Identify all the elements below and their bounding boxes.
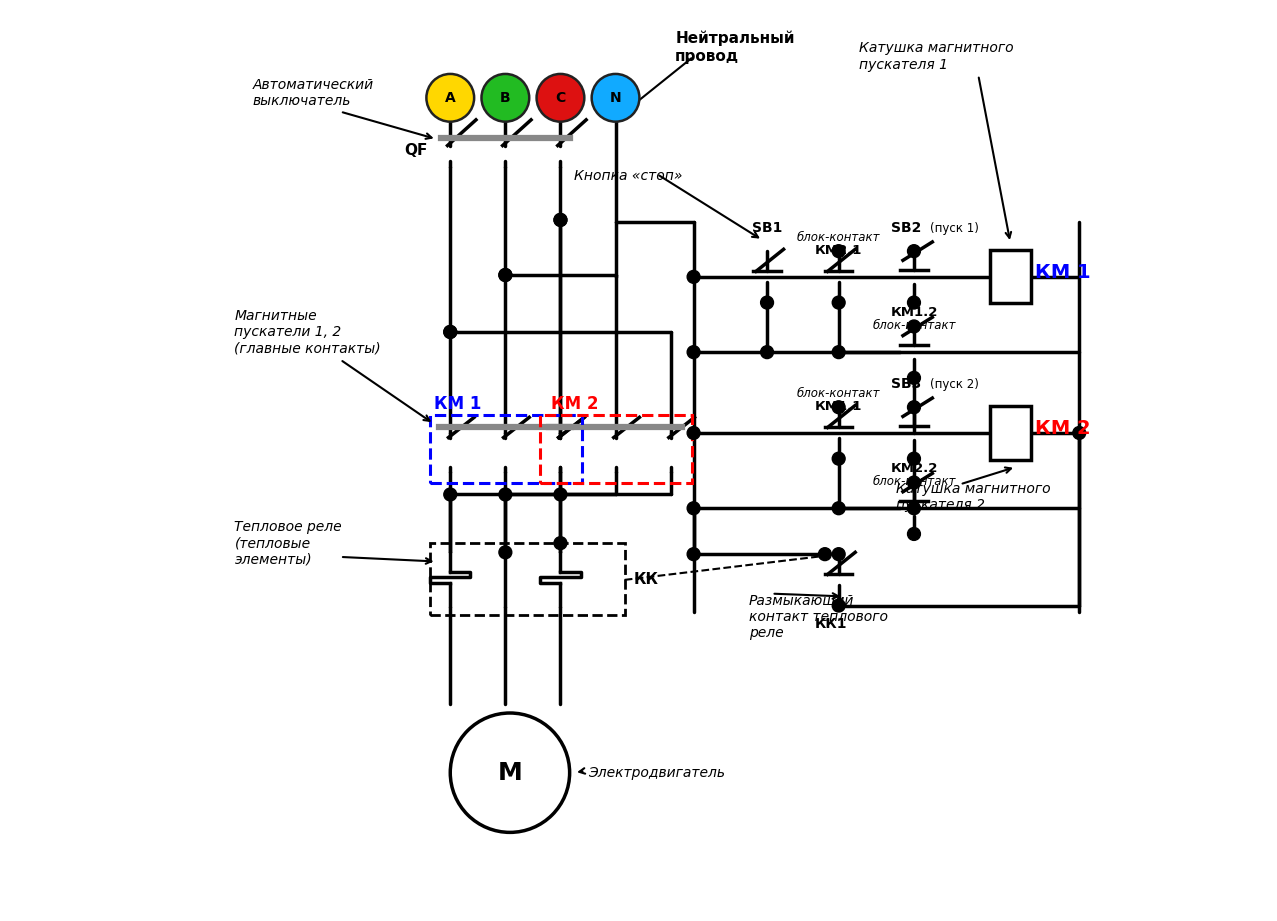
Circle shape [833, 600, 845, 612]
Text: Кнопка «стоп»: Кнопка «стоп» [575, 169, 683, 183]
Circle shape [536, 74, 585, 122]
Text: КМ2.2: КМ2.2 [890, 462, 937, 475]
Circle shape [833, 345, 845, 358]
Circle shape [444, 325, 457, 338]
Text: SB3: SB3 [891, 377, 922, 391]
Bar [430, 414, 581, 483]
Text: (пуск 1): (пуск 1) [931, 222, 979, 235]
Text: Катушка магнитного
пускателя 2: Катушка магнитного пускателя 2 [895, 482, 1050, 512]
Text: блок-контакт: блок-контакт [797, 387, 880, 400]
Circle shape [819, 548, 831, 561]
Circle shape [908, 245, 921, 258]
Text: Тепловое реле
(тепловые
элементы): Тепловое реле (тепловые элементы) [235, 520, 342, 566]
Circle shape [833, 502, 845, 515]
Circle shape [908, 528, 921, 541]
Circle shape [554, 214, 567, 227]
Text: Магнитные
пускатели 1, 2
(главные контакты): Магнитные пускатели 1, 2 (главные контак… [235, 309, 381, 356]
Circle shape [687, 502, 700, 515]
Text: КМ 2: КМ 2 [1036, 419, 1091, 437]
Text: блок-контакт: блок-контакт [872, 475, 955, 488]
Circle shape [499, 269, 512, 282]
Text: C: C [555, 91, 566, 105]
Text: КМ 2: КМ 2 [552, 395, 599, 413]
Text: SB1: SB1 [752, 221, 783, 235]
Text: (пуск 2): (пуск 2) [931, 378, 979, 391]
Text: КК: КК [633, 572, 659, 588]
Circle shape [833, 297, 845, 309]
Text: QF: QF [404, 143, 428, 158]
Circle shape [908, 502, 921, 515]
Circle shape [908, 401, 921, 414]
Circle shape [444, 325, 457, 338]
Circle shape [833, 401, 845, 414]
Text: блок-контакт: блок-контакт [797, 231, 880, 244]
Text: SB2: SB2 [891, 221, 922, 235]
Text: Автоматический
выключатель: Автоматический выключатель [253, 78, 374, 109]
Text: КК1: КК1 [815, 616, 848, 631]
Bar [990, 251, 1031, 304]
Circle shape [761, 297, 774, 309]
Circle shape [499, 269, 512, 282]
Bar [990, 406, 1031, 460]
Text: М: М [498, 761, 522, 785]
Circle shape [833, 452, 845, 465]
Circle shape [687, 426, 700, 439]
Circle shape [1073, 426, 1085, 439]
Circle shape [908, 371, 921, 384]
Circle shape [427, 74, 474, 122]
Text: КМ1.2: КМ1.2 [890, 306, 937, 319]
Text: КМ2.1: КМ2.1 [815, 244, 862, 257]
Text: N: N [609, 91, 622, 105]
Circle shape [499, 546, 512, 559]
Text: A: A [444, 91, 456, 105]
Text: Электродвигатель: Электродвигатель [587, 765, 725, 780]
Bar [540, 414, 692, 483]
Text: B: B [501, 91, 511, 105]
Circle shape [687, 345, 700, 358]
Circle shape [833, 548, 845, 561]
Circle shape [687, 548, 700, 561]
Circle shape [591, 74, 640, 122]
Circle shape [908, 476, 921, 489]
Circle shape [451, 713, 570, 833]
Text: Катушка магнитного
пускателя 1: Катушка магнитного пускателя 1 [859, 41, 1014, 72]
Circle shape [908, 452, 921, 465]
Text: блок-контакт: блок-контакт [872, 319, 955, 332]
Circle shape [908, 297, 921, 309]
Bar [430, 543, 624, 614]
Circle shape [554, 214, 567, 227]
Circle shape [481, 74, 529, 122]
Text: Размыкающий
контакт теплового
реле: Размыкающий контакт теплового реле [748, 593, 888, 640]
Circle shape [554, 537, 567, 550]
Circle shape [833, 245, 845, 258]
Text: КМ1.1: КМ1.1 [815, 400, 862, 413]
Circle shape [761, 345, 774, 358]
Circle shape [444, 488, 457, 501]
Circle shape [908, 320, 921, 332]
Circle shape [499, 488, 512, 501]
Text: Нейтральный
провод: Нейтральный провод [676, 30, 794, 64]
Text: КМ 1: КМ 1 [1036, 262, 1091, 282]
Circle shape [554, 488, 567, 501]
Text: КМ 1: КМ 1 [434, 395, 481, 413]
Circle shape [687, 271, 700, 284]
